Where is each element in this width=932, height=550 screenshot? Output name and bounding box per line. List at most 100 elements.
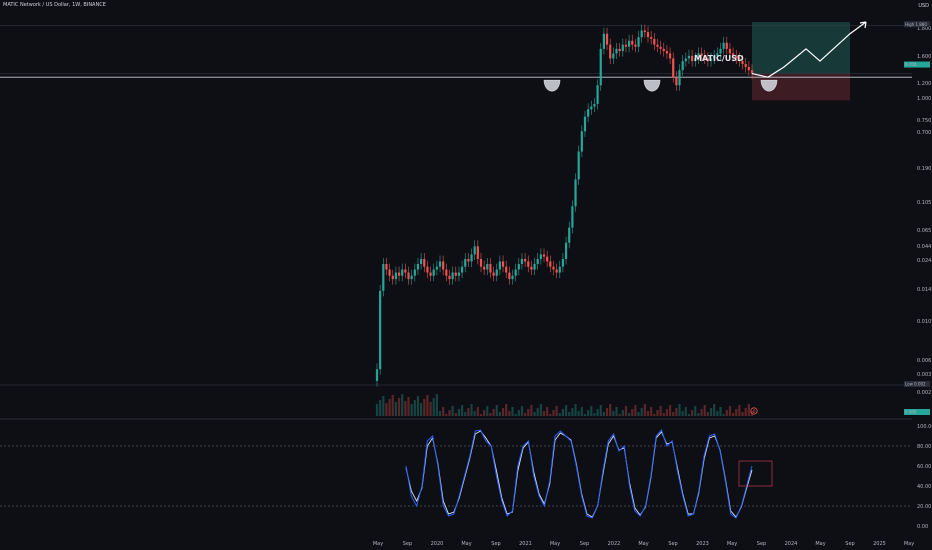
candle-body: [741, 61, 744, 64]
volume-bar: [731, 413, 735, 416]
price-tick-label: 0.105: [917, 200, 931, 206]
candle-body: [628, 40, 631, 47]
projection-path: [751, 21, 867, 78]
candle-body: [429, 272, 432, 276]
price-tick-label: 0.044: [917, 244, 931, 250]
candle-body: [524, 258, 527, 262]
volume-bar: [486, 406, 489, 416]
candle-body: [382, 264, 385, 291]
candle-body: [706, 58, 709, 62]
volume-bar: [517, 410, 520, 416]
candle-body: [555, 269, 558, 273]
volume-bar: [665, 409, 669, 416]
candle-body: [407, 272, 410, 280]
time-tick-label: 2022: [608, 541, 621, 547]
candle-body: [438, 261, 442, 267]
candle-body: [460, 266, 464, 273]
volume-bar: [577, 411, 580, 416]
candle-body: [587, 109, 590, 117]
candle-body: [678, 70, 681, 86]
price-tick-label: 0.750: [917, 118, 931, 124]
volume-bar: [681, 411, 684, 416]
candle-body: [448, 275, 451, 280]
candle-body: [731, 53, 735, 56]
volume-marker[interactable]: 0: [750, 407, 758, 415]
candle-body: [716, 53, 719, 56]
cup-markers: [543, 79, 778, 92]
position-zones: [752, 22, 850, 101]
volume-bar: [388, 399, 391, 416]
candle-body: [498, 261, 501, 270]
candle-body: [643, 30, 646, 33]
volume-bar: [407, 397, 410, 416]
candle-body: [577, 151, 580, 180]
candle-body: [725, 42, 728, 49]
price-unit-label: USD: [918, 3, 929, 9]
candle-body: [631, 40, 634, 45]
volume-bar: [656, 410, 659, 416]
volume-bar: [451, 406, 454, 416]
volume-bar: [728, 406, 732, 416]
candle-body: [659, 46, 662, 49]
volume-bar: [404, 401, 407, 416]
volume-bar: [397, 398, 401, 416]
axes: 1.800 1.600 1.200 1.000 0.750 0.700 0.190 0.105…: [373, 26, 932, 547]
volume-bar: [564, 405, 568, 416]
high-badge-bg: [904, 21, 930, 28]
candle-body: [467, 258, 470, 262]
time-tick-label: Sep: [845, 541, 854, 547]
price-tick-label: 0.065: [917, 228, 931, 234]
volume-bar: [505, 404, 508, 416]
candle-body: [580, 131, 583, 152]
time-tick-label: May: [461, 541, 471, 547]
candle-body: [530, 266, 533, 270]
candle-body: [568, 227, 571, 243]
candle-body: [552, 266, 555, 270]
time-tick-label: 2024: [785, 541, 798, 547]
volume-bar: [694, 406, 697, 416]
volume-bar: [467, 408, 470, 416]
candle-body: [596, 85, 599, 105]
stoch-tick-label: 100.00: [917, 424, 932, 430]
candle-body: [536, 258, 539, 265]
candle-body: [495, 269, 498, 276]
candle-body: [413, 269, 416, 276]
candle-body: [432, 269, 435, 276]
low-badge: Low 0.002: [905, 382, 926, 387]
volume-bar: [410, 404, 413, 416]
volume-bar: [571, 408, 574, 416]
candle-body: [473, 246, 476, 255]
volume-bar: [687, 414, 691, 416]
candle-body: [602, 33, 605, 49]
candle-body: [735, 55, 738, 59]
candle-body: [574, 179, 577, 207]
volume-bar: [460, 405, 464, 416]
volume-bar: [438, 411, 442, 416]
volume-bar: [691, 410, 694, 416]
candle-body: [697, 53, 700, 59]
volume-bar: [489, 413, 492, 416]
stoch-rsi-panel: [0, 418, 912, 519]
volume-bar: [549, 414, 552, 416]
volume-bar: [637, 412, 640, 416]
volume-bar: [706, 412, 709, 416]
volume-bar: [464, 412, 467, 416]
volume-bar: [514, 414, 517, 416]
volume-bar: [672, 412, 675, 416]
candle-body: [728, 48, 732, 54]
candle-body: [668, 53, 672, 59]
volume-bar: [539, 404, 542, 416]
candle-body: [719, 48, 722, 54]
symbol-title: MATIC Network / US Dollar, 1W, BINANCE: [3, 2, 106, 8]
volume-badge: 0.000: [905, 410, 917, 415]
volume-bar: [744, 408, 747, 416]
volume-bar: [618, 414, 621, 416]
candle-body: [379, 290, 382, 370]
volume-bar: [533, 412, 536, 416]
volume-bar: [741, 412, 744, 416]
high-badge: High 1.880: [905, 22, 927, 27]
volume-bar: [426, 395, 429, 416]
time-tick-label: Sep: [491, 541, 500, 547]
candle-body: [665, 51, 669, 54]
